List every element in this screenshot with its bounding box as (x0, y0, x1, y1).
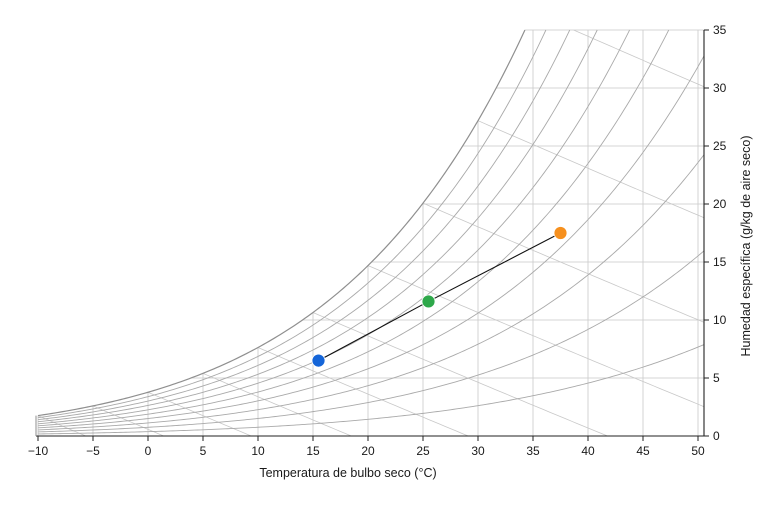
state-point-2 (421, 294, 436, 309)
y-tick-labels: 0 5 10 15 20 25 30 35 (713, 23, 727, 443)
y-tick-label: 35 (713, 23, 727, 37)
y-tick-label: 10 (713, 313, 727, 327)
saturation-curve (37, 29, 526, 417)
rh-curve-80 (37, 29, 571, 421)
rh-curve-10 (37, 344, 705, 435)
y-tick-label: 20 (713, 197, 727, 211)
enthalpy-line (312, 312, 609, 436)
x-tick-label: 30 (471, 444, 485, 458)
rh-curve-70 (37, 29, 598, 423)
x-tick-label: −5 (86, 444, 100, 458)
relative-humidity-curves (37, 29, 705, 435)
rh-curve-40 (37, 55, 705, 429)
x-tick-label: 40 (581, 444, 595, 458)
y-axis-title: Humedad específica (g/kg de aire seco) (739, 136, 753, 357)
y-tick-label: 30 (713, 81, 727, 95)
rh-curve-60 (37, 29, 630, 425)
rh-curve-30 (37, 154, 705, 431)
x-tick-label: 5 (200, 444, 207, 458)
enthalpy-line (422, 202, 704, 323)
enthalpy-line (367, 265, 704, 408)
y-tick-label: 25 (713, 139, 727, 153)
enthalpy-line (202, 372, 353, 436)
x-tick-label: 15 (306, 444, 320, 458)
x-tick-label: 20 (361, 444, 375, 458)
axes (35, 29, 709, 441)
x-tick-labels: −10 −5 0 5 10 15 20 25 30 35 40 45 50 (28, 444, 705, 458)
process-line-path (318, 232, 561, 362)
rh-curve-90 (37, 29, 547, 419)
y-tick-label: 0 (713, 429, 720, 443)
enthalpy-lines (37, 30, 704, 436)
state-point-1 (311, 353, 326, 368)
x-tick-label: 25 (416, 444, 430, 458)
rh-curve-20 (37, 250, 705, 433)
x-tick-label: 45 (636, 444, 650, 458)
grid (37, 29, 704, 437)
x-tick-label: 10 (251, 444, 265, 458)
state-points (311, 226, 568, 368)
enthalpy-line (572, 30, 704, 88)
y-tick-label: 5 (713, 371, 720, 385)
state-point-3 (553, 226, 568, 240)
x-axis-title: Temperatura de bulbo seco (°C) (259, 466, 436, 480)
y-tick-label: 15 (713, 255, 727, 269)
enthalpy-line (257, 347, 470, 436)
x-tick-label: −10 (28, 444, 49, 458)
x-tick-label: 50 (691, 444, 705, 458)
rh-curve-50 (37, 29, 670, 427)
process-line (318, 232, 561, 362)
x-tick-label: 35 (526, 444, 540, 458)
x-tick-label: 0 (145, 444, 152, 458)
